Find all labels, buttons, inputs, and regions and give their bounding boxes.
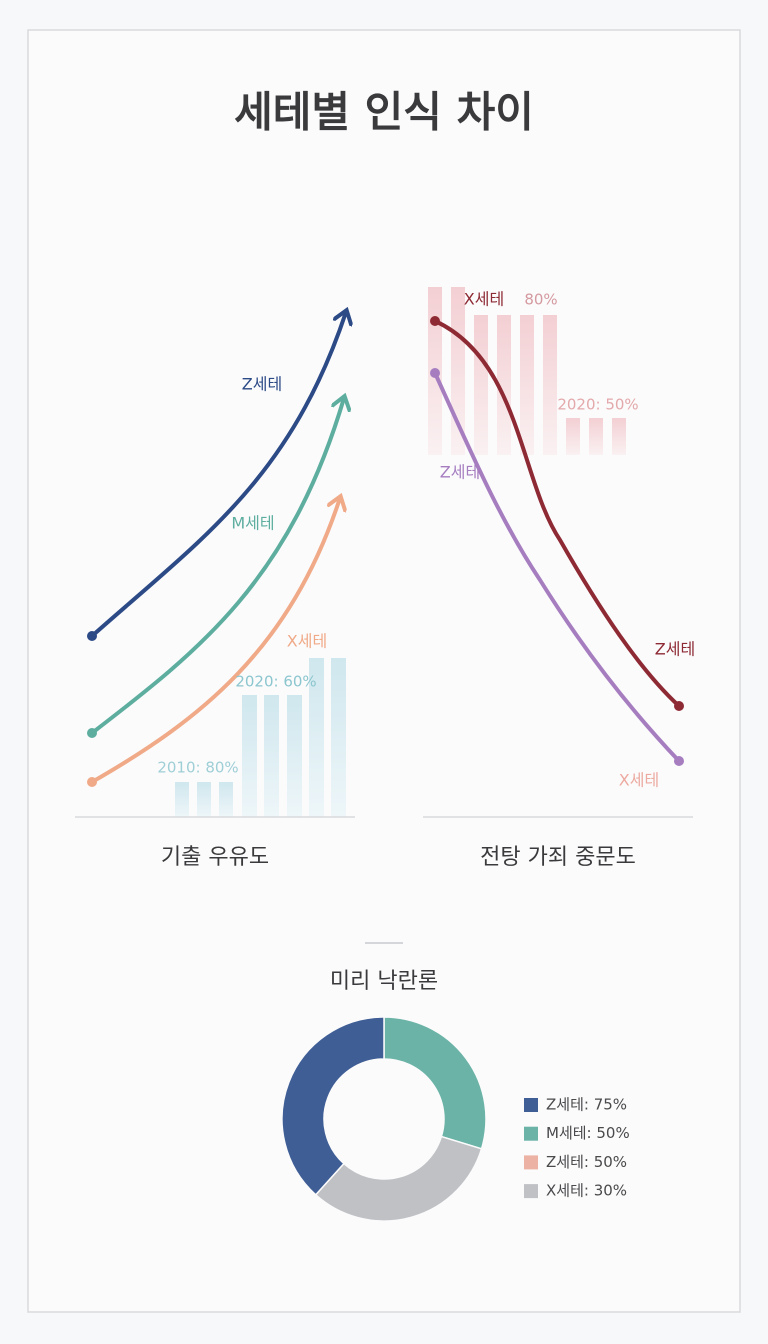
title: 세테별 인식 차이 [234, 88, 534, 137]
legend-label: Z세테: 75% [546, 1096, 627, 1114]
arrow-z [90, 312, 346, 638]
donut-segment [383, 1016, 487, 1150]
legend-label: X세테: 30% [546, 1182, 627, 1200]
label: M세테 [231, 514, 274, 533]
dot [87, 631, 97, 641]
label: X세테 [464, 290, 504, 309]
label: 80% [524, 291, 557, 309]
label: Z세테 [440, 463, 480, 482]
card [27, 29, 741, 1313]
left-bars [175, 658, 346, 817]
legend-label: Z세테: 50% [546, 1153, 627, 1171]
label: 2010: 80% [157, 759, 238, 777]
legend-swatch [524, 1126, 538, 1141]
arrow-x [91, 498, 340, 784]
label: 2020: 50% [557, 396, 638, 414]
legend-swatch [524, 1184, 538, 1199]
donut-title: 미리 낙란론 [330, 969, 438, 994]
dot [430, 368, 440, 378]
caption: 전탕 가죄 중문도 [480, 845, 636, 870]
donut-segment [281, 1016, 385, 1196]
label: X세테 [619, 771, 659, 790]
label: Z세테 [655, 640, 695, 659]
donut-segment [314, 1135, 483, 1222]
dot [674, 701, 684, 711]
line-x [434, 319, 681, 708]
dot [87, 777, 97, 787]
legend-label: M세테: 50% [546, 1124, 630, 1142]
line-z [433, 372, 681, 763]
label: X세테 [287, 632, 327, 651]
legend-swatch [524, 1155, 538, 1170]
arrow-m [90, 398, 344, 735]
dot [430, 316, 440, 326]
donut [281, 1016, 487, 1222]
legend-swatch [524, 1098, 538, 1112]
label: 2020: 60% [235, 673, 316, 691]
legend: Z세테: 75% M세테: 50% Z세테: 50% X세테: 30% [524, 1096, 630, 1200]
dot [87, 728, 97, 738]
caption: 기출 우유도 [161, 845, 269, 870]
label: Z세테 [242, 375, 282, 394]
dot [674, 756, 684, 766]
